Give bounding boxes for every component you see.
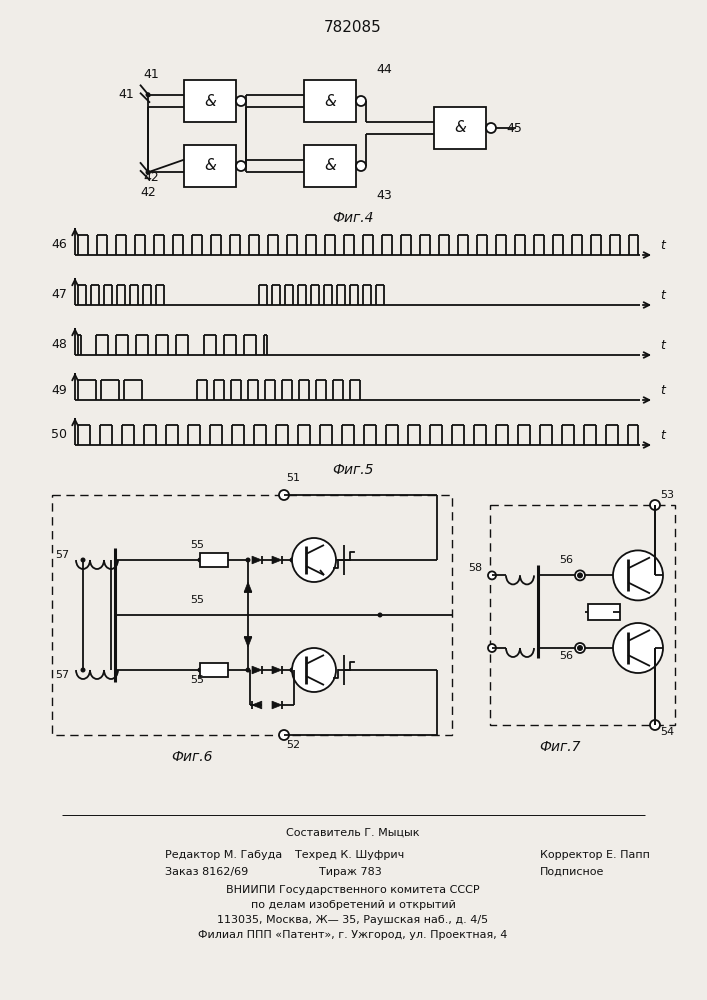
Circle shape: [356, 161, 366, 171]
Circle shape: [486, 123, 496, 133]
Text: 44: 44: [376, 63, 392, 76]
Bar: [588, 604, 620, 620]
Circle shape: [575, 570, 585, 580]
Text: t: t: [660, 384, 665, 397]
Text: 47: 47: [51, 288, 67, 302]
Text: Филиал ППП «Патент», г. Ужгород, ул. Проектная, 4: Филиал ППП «Патент», г. Ужгород, ул. Про…: [198, 930, 508, 940]
Text: 56: 56: [559, 555, 573, 565]
Circle shape: [236, 96, 246, 106]
Text: &: &: [204, 94, 216, 108]
Text: 46: 46: [51, 238, 67, 251]
Text: &: &: [324, 158, 336, 174]
Text: 54: 54: [660, 727, 674, 737]
Text: t: t: [660, 289, 665, 302]
Text: Редактор М. Габуда: Редактор М. Габуда: [165, 850, 282, 860]
Text: Фиг.7: Фиг.7: [539, 740, 581, 754]
Text: ВНИИПИ Государственного комитета СССР: ВНИИПИ Государственного комитета СССР: [226, 885, 480, 895]
Circle shape: [292, 538, 336, 582]
Text: Заказ 8162/69: Заказ 8162/69: [165, 867, 248, 877]
Circle shape: [488, 644, 496, 652]
Text: Техред К. Шуфрич: Техред К. Шуфрич: [296, 850, 404, 860]
Text: 113035, Москва, Ж— 35, Раушская наб., д. 4/5: 113035, Москва, Ж— 35, Раушская наб., д.…: [218, 915, 489, 925]
Circle shape: [245, 558, 250, 562]
Bar: [200, 553, 228, 567]
Text: Составитель Г. Мыцык: Составитель Г. Мыцык: [286, 828, 420, 838]
Circle shape: [488, 571, 496, 579]
Polygon shape: [272, 666, 282, 674]
Bar: [184, 145, 236, 187]
Text: 56: 56: [559, 651, 573, 661]
Circle shape: [613, 550, 663, 600]
Text: 45: 45: [506, 121, 522, 134]
Circle shape: [292, 648, 336, 692]
Text: 41: 41: [118, 88, 134, 101]
Text: t: t: [660, 429, 665, 442]
Polygon shape: [252, 701, 262, 709]
Circle shape: [577, 572, 583, 578]
Bar: [304, 80, 356, 122]
Circle shape: [146, 170, 151, 175]
Circle shape: [289, 558, 295, 562]
Polygon shape: [244, 637, 252, 647]
Text: t: t: [660, 339, 665, 352]
Text: 55: 55: [190, 595, 204, 605]
Text: 42: 42: [140, 186, 156, 199]
Bar: [490, 505, 675, 725]
Text: Подписное: Подписное: [540, 867, 604, 877]
Polygon shape: [252, 666, 262, 674]
Text: 42: 42: [143, 171, 159, 184]
Circle shape: [356, 96, 366, 106]
Text: Фиг.5: Фиг.5: [332, 463, 374, 477]
Text: 782085: 782085: [324, 20, 382, 35]
Circle shape: [279, 490, 289, 500]
Text: 57: 57: [55, 550, 69, 560]
Circle shape: [650, 720, 660, 730]
Circle shape: [236, 161, 246, 171]
Polygon shape: [272, 701, 282, 709]
Polygon shape: [244, 582, 252, 592]
Text: Фиг.6: Фиг.6: [171, 750, 213, 764]
Circle shape: [81, 668, 86, 672]
Bar: [434, 107, 486, 149]
Text: 41: 41: [143, 68, 159, 81]
Text: по делам изобретений и открытий: по делам изобретений и открытий: [250, 900, 455, 910]
Circle shape: [289, 668, 295, 672]
Text: 55: 55: [190, 540, 204, 550]
Bar: [304, 145, 356, 187]
Text: 55: 55: [190, 675, 204, 685]
Circle shape: [197, 558, 202, 562]
Text: 53: 53: [660, 490, 674, 500]
Bar: [200, 663, 228, 677]
Circle shape: [197, 668, 202, 672]
Text: Тираж 783: Тираж 783: [319, 867, 381, 877]
Text: 52: 52: [286, 740, 300, 750]
Bar: [52, 495, 452, 735]
Circle shape: [378, 612, 382, 617]
Polygon shape: [272, 556, 282, 564]
Text: 51: 51: [286, 473, 300, 483]
Text: &: &: [454, 120, 466, 135]
Bar: [184, 80, 236, 122]
Text: Фиг.4: Фиг.4: [332, 211, 374, 225]
Circle shape: [613, 623, 663, 673]
Text: &: &: [324, 94, 336, 108]
Text: &: &: [204, 158, 216, 174]
Circle shape: [577, 645, 583, 651]
Text: 49: 49: [51, 383, 67, 396]
Circle shape: [81, 558, 86, 562]
Circle shape: [279, 730, 289, 740]
Text: 43: 43: [376, 189, 392, 202]
Circle shape: [245, 668, 250, 672]
Text: 58: 58: [468, 563, 482, 573]
Text: 57: 57: [55, 670, 69, 680]
Text: Корректор Е. Папп: Корректор Е. Папп: [540, 850, 650, 860]
Text: 48: 48: [51, 338, 67, 352]
Circle shape: [146, 92, 151, 97]
Polygon shape: [252, 556, 262, 564]
Circle shape: [650, 500, 660, 510]
Text: t: t: [660, 239, 665, 252]
Circle shape: [575, 643, 585, 653]
Text: 50: 50: [51, 428, 67, 442]
